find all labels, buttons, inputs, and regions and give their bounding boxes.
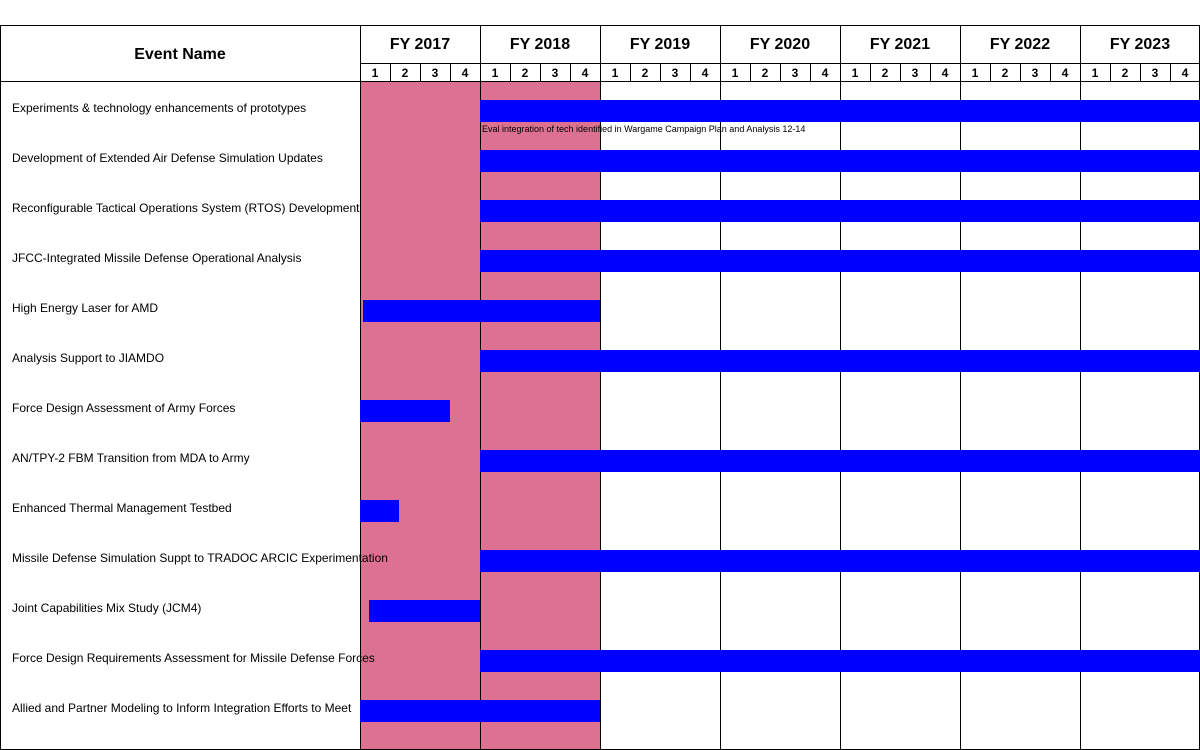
quarter-label: 2	[522, 66, 529, 80]
quarter-label: 2	[1002, 66, 1009, 80]
quarter-label: 3	[432, 66, 439, 80]
quarter-label: 4	[702, 66, 709, 80]
fiscal-year-label: FY 2021	[870, 36, 930, 53]
event-label: Development of Extended Air Defense Simu…	[12, 151, 323, 165]
schedule-bar	[480, 650, 1200, 672]
quarter-label: 1	[612, 66, 619, 80]
quarter-label: 1	[732, 66, 739, 80]
fiscal-year-label: FY 2018	[510, 36, 570, 53]
quarter-label: 4	[1062, 66, 1069, 80]
event-label: JFCC-Integrated Missile Defense Operatio…	[12, 251, 301, 265]
quarter-label: 2	[402, 66, 409, 80]
schedule-bar	[480, 200, 1200, 222]
gantt-chart: Event Name FY 2017 1 2 3 4 FY 2018 1 2 3 4 FY 2019 1…	[0, 25, 1200, 750]
quarter-label: 2	[1122, 66, 1129, 80]
event-label: Enhanced Thermal Management Testbed	[12, 501, 232, 515]
quarter-label: 4	[582, 66, 589, 80]
event-label: Force Design Assessment of Army Forces	[12, 401, 235, 415]
fiscal-year-label: FY 2017	[390, 36, 450, 53]
event-label: Reconfigurable Tactical Operations Syste…	[12, 201, 360, 215]
event-label: Missile Defense Simulation Suppt to TRAD…	[12, 551, 388, 565]
quarter-label: 1	[372, 66, 379, 80]
event-label: High Energy Laser for AMD	[12, 301, 158, 315]
schedule-bar	[480, 550, 1200, 572]
quarter-label: 3	[912, 66, 919, 80]
event-name-header: Event Name	[134, 46, 226, 63]
schedule-bar	[360, 400, 450, 422]
quarter-label: 4	[822, 66, 829, 80]
gantt-svg: Event Name FY 2017 1 2 3 4 FY 2018 1 2 3 4 FY 2019 1…	[0, 25, 1200, 750]
schedule-bar	[480, 250, 1200, 272]
quarter-label: 3	[792, 66, 799, 80]
event-label: Experiments & technology enhancements of…	[12, 101, 306, 115]
quarter-label: 4	[942, 66, 949, 80]
fiscal-year-label: FY 2019	[630, 36, 690, 53]
quarter-label: 3	[672, 66, 679, 80]
schedule-bar	[369, 600, 480, 622]
event-label: Joint Capabilities Mix Study (JCM4)	[12, 601, 201, 615]
schedule-bar	[480, 350, 1200, 372]
quarter-label: 4	[462, 66, 469, 80]
fiscal-year-label: FY 2023	[1110, 36, 1170, 53]
schedule-bar	[360, 500, 399, 522]
event-label: Analysis Support to JIAMDO	[12, 351, 164, 365]
fiscal-year-label: FY 2020	[750, 36, 810, 53]
fiscal-year-label: FY 2022	[990, 36, 1050, 53]
quarter-label: 1	[1092, 66, 1099, 80]
quarter-label: 3	[1032, 66, 1039, 80]
schedule-bar	[363, 300, 600, 322]
quarter-label: 2	[642, 66, 649, 80]
bar-annotation: Eval integration of tech identified in W…	[482, 124, 805, 134]
schedule-bar	[480, 150, 1200, 172]
schedule-bar	[480, 100, 1200, 122]
quarter-label: 1	[852, 66, 859, 80]
quarter-label: 1	[972, 66, 979, 80]
quarter-label: 3	[1152, 66, 1159, 80]
quarter-label: 2	[762, 66, 769, 80]
quarter-label: 2	[882, 66, 889, 80]
event-label: Force Design Requirements Assessment for…	[12, 651, 375, 665]
schedule-bar	[480, 450, 1200, 472]
schedule-bar	[360, 700, 600, 722]
quarter-label: 1	[492, 66, 499, 80]
event-label: AN/TPY-2 FBM Transition from MDA to Army	[12, 451, 250, 465]
event-label: Allied and Partner Modeling to Inform In…	[12, 701, 352, 715]
quarter-label: 4	[1182, 66, 1189, 80]
quarter-label: 3	[552, 66, 559, 80]
